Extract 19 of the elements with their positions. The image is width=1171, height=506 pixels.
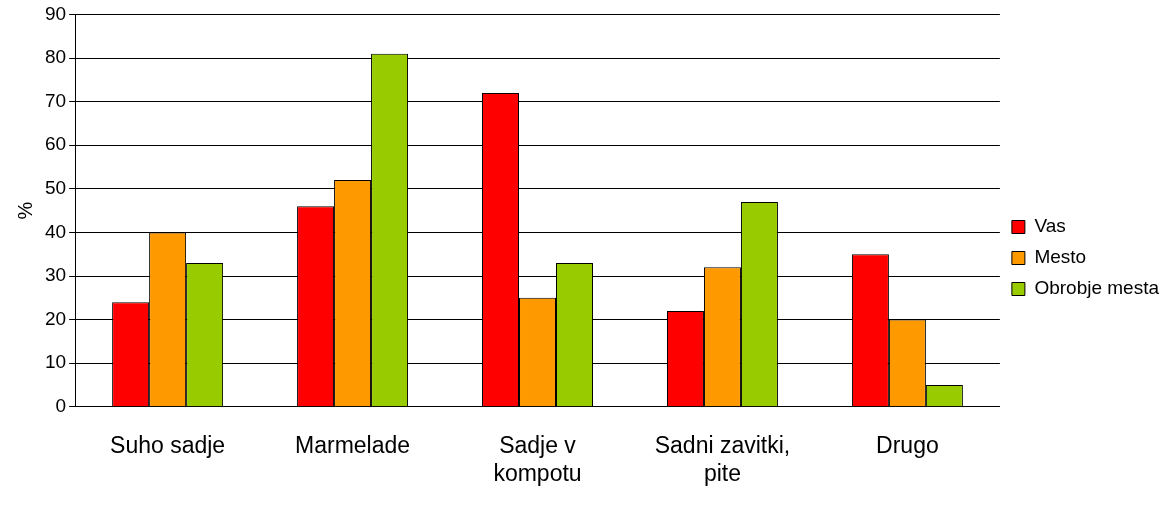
x-tick-label: Drugo — [876, 431, 939, 458]
y-tick-label: 10 — [44, 351, 67, 373]
x-tick-label: Marmelade — [295, 431, 411, 458]
y-tick-label: 90 — [44, 2, 67, 24]
y-tick-label: 30 — [44, 264, 67, 286]
y-tick-label: 20 — [44, 307, 67, 329]
x-tick-label: Sadni zavitki, pite — [654, 431, 791, 486]
y-tick-label: 80 — [44, 46, 67, 68]
y-tick-label: 60 — [44, 133, 67, 155]
y-tick-label: 40 — [44, 220, 67, 242]
y-tick-label: 70 — [44, 89, 67, 111]
x-tick-label: Suho sadje — [110, 431, 226, 458]
legend-label: Mesto — [1034, 246, 1087, 268]
y-axis-title: % — [13, 201, 36, 220]
y-tick-label: 50 — [44, 177, 67, 199]
x-tick-label: Sadje v kompotu — [493, 431, 582, 486]
legend-label: Obrobje mesta — [1034, 277, 1160, 299]
y-tick-label: 0 — [55, 395, 67, 417]
legend-label: Vas — [1034, 215, 1066, 237]
